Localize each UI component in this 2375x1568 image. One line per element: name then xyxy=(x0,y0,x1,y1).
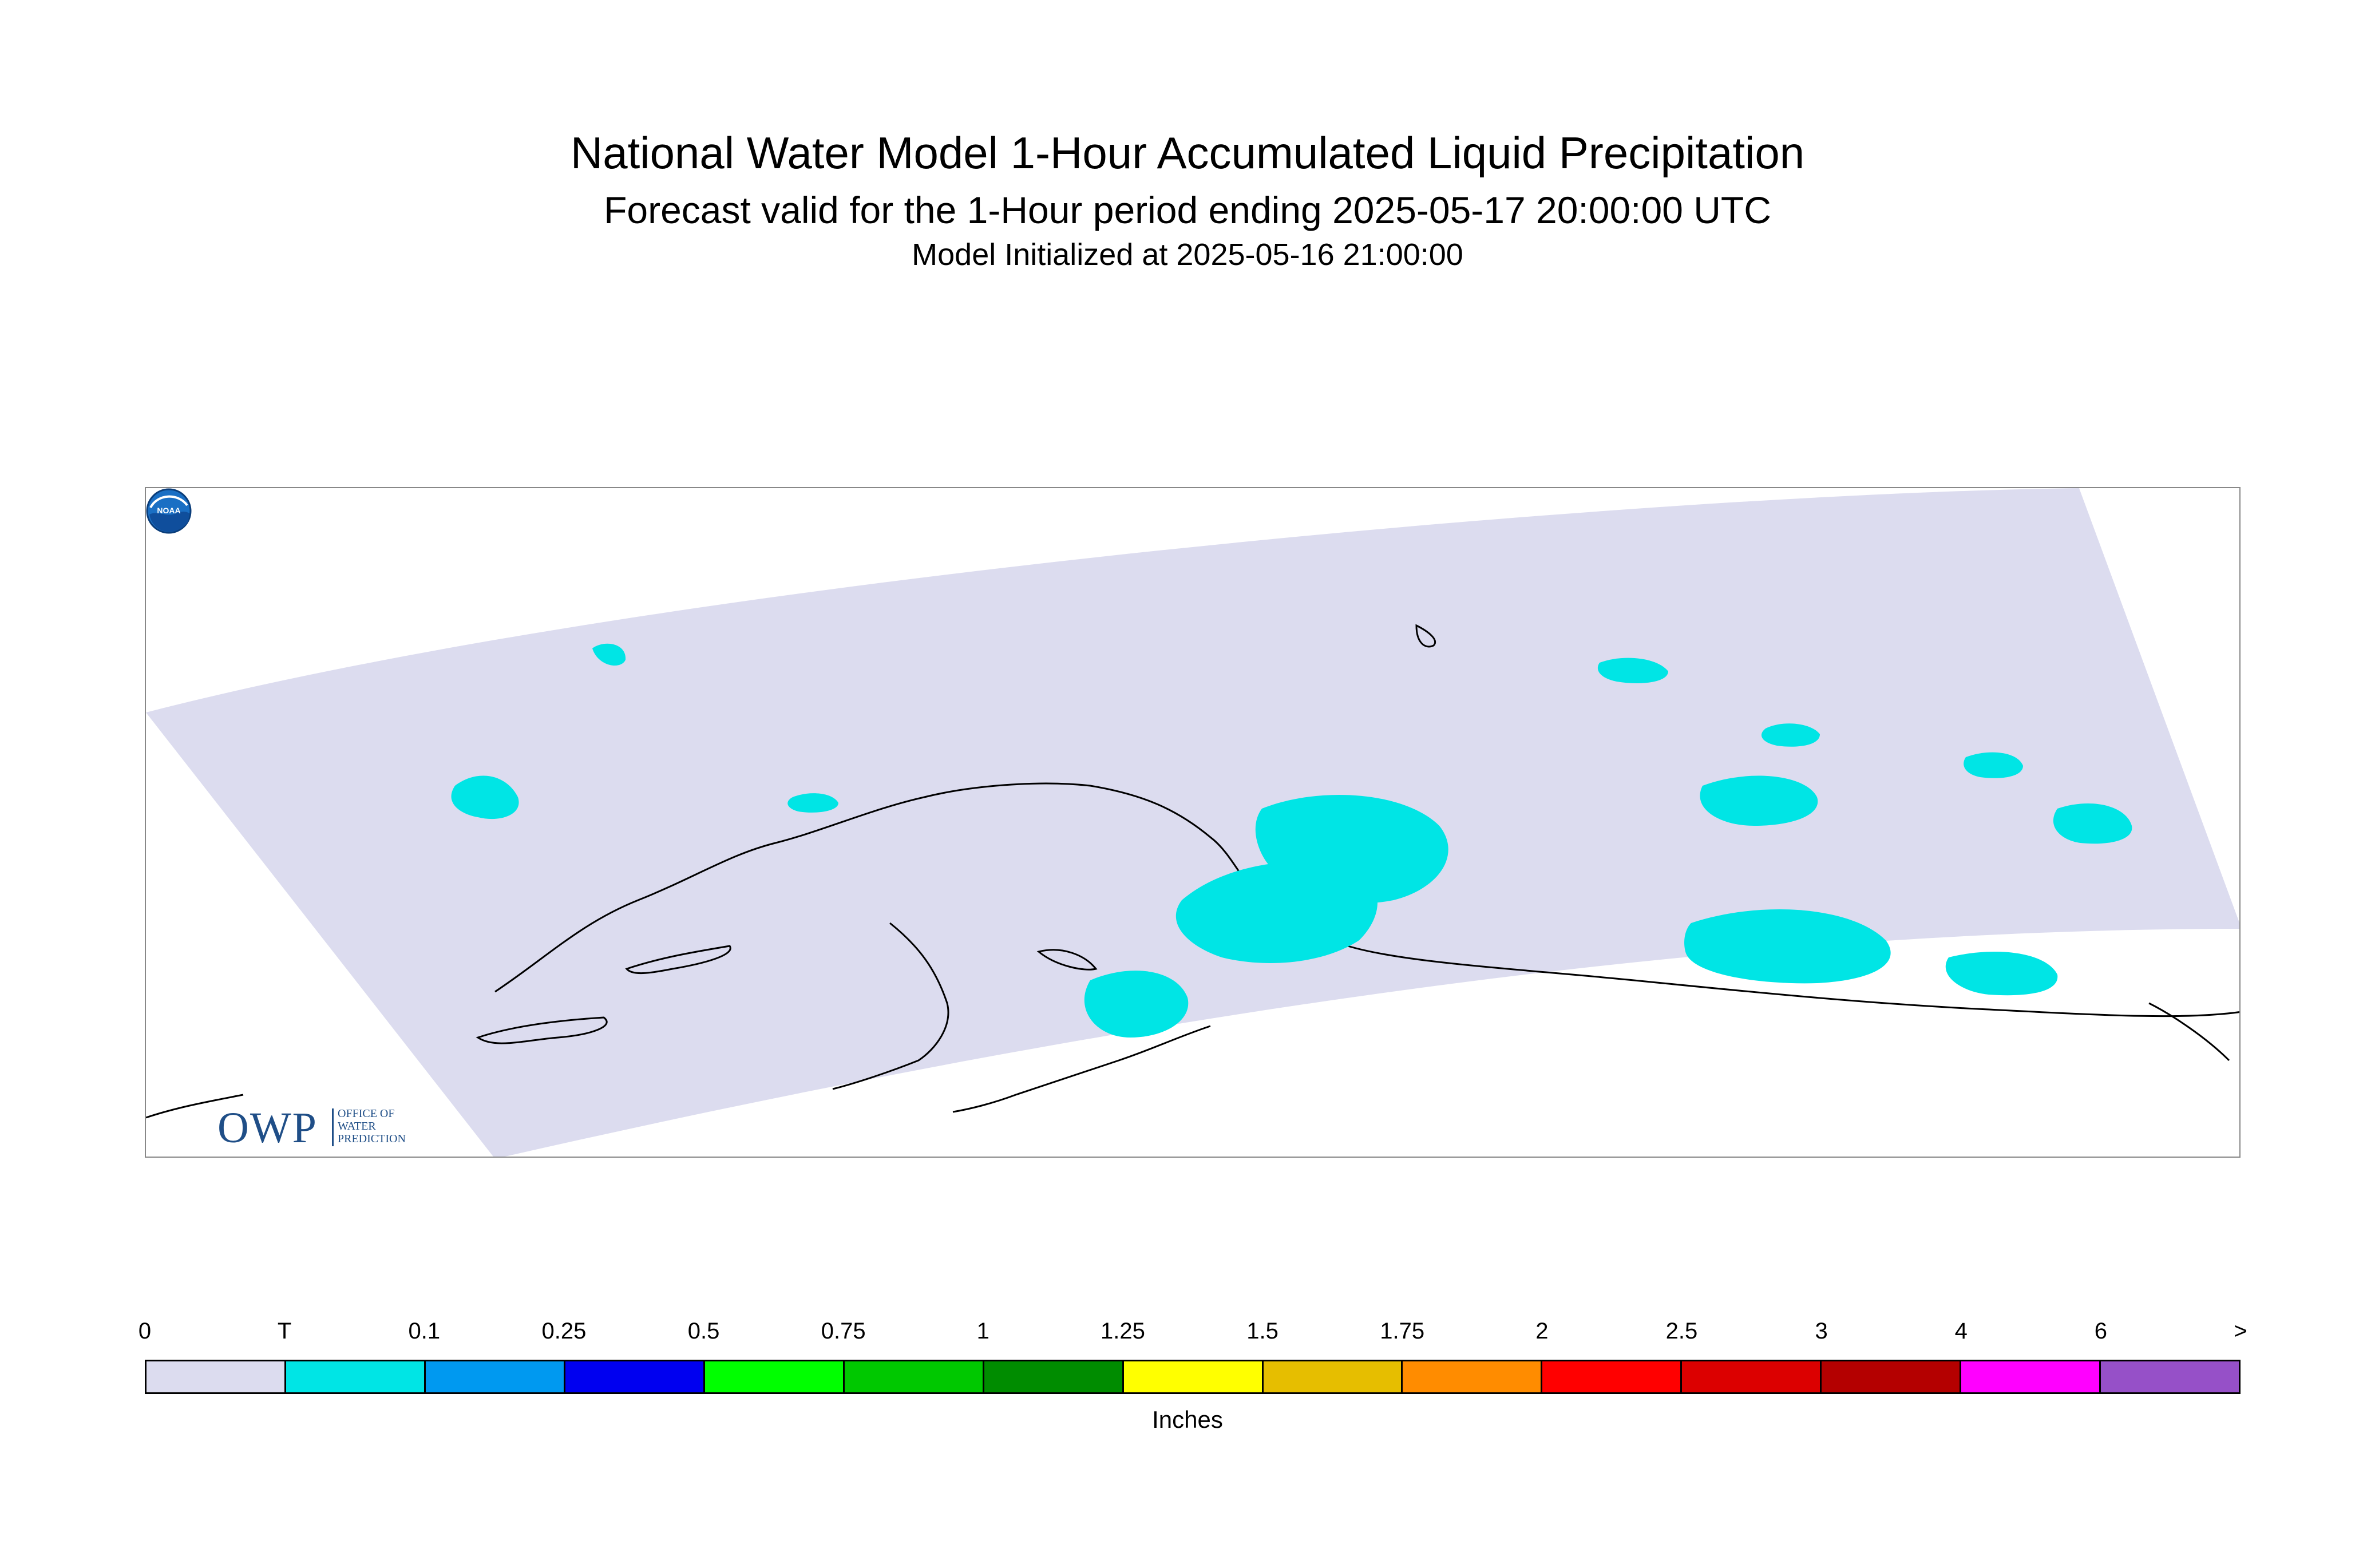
precip-area-north-2 xyxy=(1964,752,2023,778)
legend-tick-label: 4 xyxy=(1954,1318,1968,1344)
legend-swatch xyxy=(1822,1361,1962,1392)
legend-tick-label: 1.25 xyxy=(1100,1318,1145,1344)
legend-tick-label: 0.25 xyxy=(541,1318,587,1344)
legend-swatch xyxy=(704,1361,845,1392)
legend-tick-label: 0 xyxy=(138,1318,152,1344)
noaa-logo-text: NOAA xyxy=(157,506,180,515)
precip-area-east-4 xyxy=(2053,803,2132,844)
precip-area-mid-1 xyxy=(787,793,838,813)
legend-tick-label: 1.75 xyxy=(1380,1318,1425,1344)
owp-logo-divider xyxy=(332,1108,334,1146)
coastlines xyxy=(146,624,2239,1119)
legend-swatch xyxy=(1263,1361,1403,1392)
coastline-west xyxy=(146,1094,244,1119)
owp-logo-line1: OFFICE OF xyxy=(338,1107,395,1120)
legend-tick-label: 0.1 xyxy=(408,1318,441,1344)
legend-swatch xyxy=(1682,1361,1822,1392)
owp-logo-line2: WATER xyxy=(338,1120,376,1133)
legend-tick-label: 6 xyxy=(2094,1318,2107,1344)
legend-swatch xyxy=(2101,1361,2239,1392)
legend-tick-label: > xyxy=(2234,1318,2247,1344)
precip-area-central-2 xyxy=(1255,795,1448,904)
coastline-island-a xyxy=(476,1016,608,1044)
precip-area-north-1 xyxy=(1597,658,1668,683)
precip-area-east-1 xyxy=(1684,909,1891,984)
precip-area-west xyxy=(451,775,519,819)
legend-tick-label: 0.5 xyxy=(687,1318,720,1344)
legend-swatch xyxy=(1403,1361,1543,1392)
color-legend-bar xyxy=(145,1360,2241,1394)
legend-units-label: Inches xyxy=(1152,1406,1223,1433)
alaska-precip-map xyxy=(146,488,2239,1157)
precip-trace-areas xyxy=(451,643,2132,1038)
legend-tick-label: 3 xyxy=(1815,1318,1828,1344)
map-panel: OWP OFFICE OF WATER PREDICTION NOAA xyxy=(145,487,2241,1158)
coastline-mainland xyxy=(494,782,2239,1017)
legend-swatch xyxy=(425,1361,565,1392)
legend-tick-label: 1 xyxy=(976,1318,989,1344)
legend-swatch xyxy=(147,1361,286,1392)
model-domain-region xyxy=(146,488,2239,1157)
coastline-island-c xyxy=(1415,624,1436,648)
legend-tick-label: 0.75 xyxy=(821,1318,866,1344)
legend-swatch xyxy=(1542,1361,1683,1392)
owp-logo-line3: PREDICTION xyxy=(338,1133,406,1145)
precip-area-mid-2 xyxy=(1761,723,1820,747)
model-initialized-line: Model Initialized at 2025-05-16 21:00:00 xyxy=(912,237,1463,272)
legend-tick-label: T xyxy=(277,1318,292,1344)
legend-swatch xyxy=(565,1361,705,1392)
precip-area-islands-1 xyxy=(592,643,626,666)
owp-logo-letters: OWP xyxy=(217,1104,318,1152)
legend-labels: 0 T 0.1 0.25 0.5 0.75 1 1.25 1.5 1.75 2 2.5 3 4 6 > xyxy=(138,1318,2247,1354)
forecast-valid-subtitle: Forecast valid for the 1-Hour period end… xyxy=(604,189,1771,231)
legend-swatch xyxy=(1961,1361,2101,1392)
owp-logo: OWP OFFICE OF WATER PREDICTION xyxy=(217,1106,435,1152)
map-title: National Water Model 1-Hour Accumulated … xyxy=(570,128,1805,178)
precip-area-east-2 xyxy=(1700,775,1818,826)
legend-swatch xyxy=(984,1361,1124,1392)
owp-logo-subtext: OFFICE OF WATER PREDICTION xyxy=(338,1107,406,1145)
coastline-island-d xyxy=(1036,949,1098,971)
legend-tick-label: 2 xyxy=(1535,1318,1549,1344)
coastline-southeast xyxy=(2148,1002,2230,1062)
coastline-bristol xyxy=(832,922,949,1090)
noaa-logo: NOAA xyxy=(146,488,192,534)
legend-swatch xyxy=(1123,1361,1264,1392)
coastline-island-b xyxy=(625,945,731,974)
legend-swatch xyxy=(844,1361,984,1392)
precip-area-south-1 xyxy=(1084,971,1189,1038)
coastline-peninsula xyxy=(952,1025,1211,1113)
precip-area-east-3 xyxy=(1945,952,2058,996)
legend-swatch xyxy=(286,1361,426,1392)
legend-tick-label: 1.5 xyxy=(1246,1318,1278,1344)
legend-tick-label: 2.5 xyxy=(1665,1318,1698,1344)
